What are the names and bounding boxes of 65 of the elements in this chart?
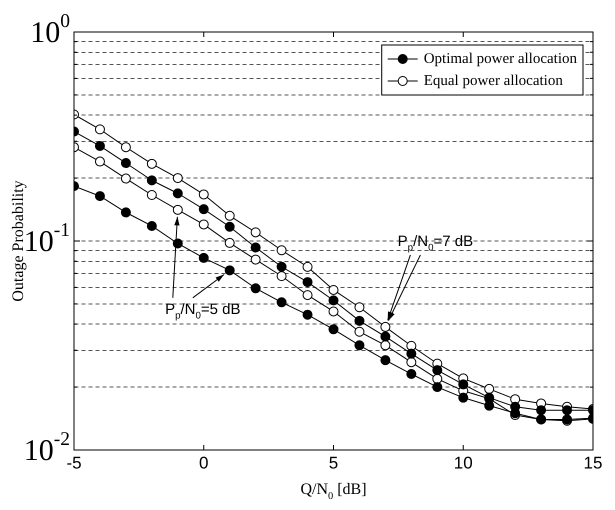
point	[458, 392, 468, 403]
point	[94, 156, 105, 167]
point	[172, 188, 183, 198]
point	[172, 173, 183, 184]
point	[328, 306, 338, 316]
y-axis-title: Outage Probability	[10, 180, 28, 302]
point	[198, 219, 209, 230]
point	[406, 348, 416, 359]
point	[354, 302, 364, 312]
point	[120, 158, 131, 168]
point	[120, 207, 131, 218]
point	[302, 310, 313, 320]
point	[250, 283, 261, 294]
point	[94, 191, 105, 202]
point	[380, 322, 390, 332]
point	[250, 227, 261, 238]
point	[224, 265, 235, 276]
point	[94, 124, 105, 134]
point	[354, 340, 364, 350]
point	[146, 190, 157, 200]
point	[406, 357, 416, 368]
x-tick-label: 0	[199, 454, 208, 473]
point	[250, 254, 261, 265]
point	[432, 365, 442, 376]
point	[198, 252, 209, 263]
x-tick-label: 15	[584, 454, 602, 473]
point	[224, 222, 235, 232]
point	[224, 210, 235, 221]
point	[328, 295, 338, 306]
point	[120, 174, 131, 184]
point	[432, 382, 442, 392]
point	[146, 220, 157, 231]
point	[276, 245, 287, 256]
x-tick-label: 10	[454, 454, 473, 473]
point	[484, 384, 494, 394]
point	[562, 405, 572, 416]
point	[146, 158, 157, 169]
point	[380, 355, 390, 366]
point	[94, 140, 105, 151]
point	[354, 326, 364, 337]
point	[146, 175, 157, 186]
x-tick-label: -5	[66, 454, 82, 473]
point	[276, 297, 287, 308]
point	[328, 284, 338, 295]
legend-label: Equal power allocation	[424, 72, 564, 89]
point	[276, 271, 287, 282]
point	[198, 189, 209, 200]
point	[354, 316, 364, 326]
point	[380, 332, 390, 342]
point	[120, 142, 131, 152]
point	[198, 204, 209, 214]
point	[380, 340, 390, 350]
point	[172, 204, 183, 215]
point	[276, 262, 287, 272]
point	[224, 238, 235, 248]
x-tick-label: 5	[328, 454, 338, 473]
point	[536, 405, 546, 416]
legend-label: Optimal power allocation	[424, 50, 578, 67]
point	[250, 242, 261, 252]
point	[302, 262, 313, 272]
point	[328, 324, 338, 334]
point	[302, 290, 313, 300]
point	[406, 369, 416, 380]
point	[302, 277, 313, 288]
point	[458, 379, 468, 390]
